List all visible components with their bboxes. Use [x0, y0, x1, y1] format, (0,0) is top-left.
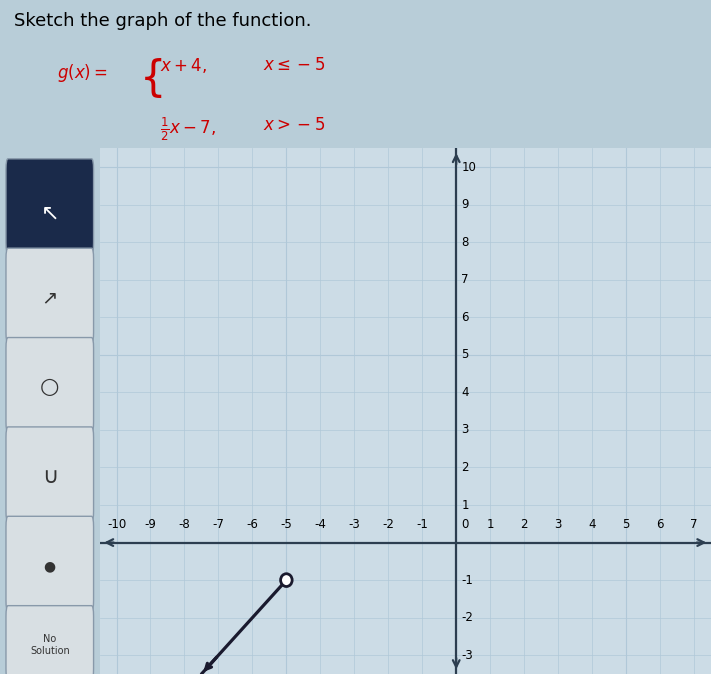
Text: 1: 1 [461, 499, 469, 512]
Text: -8: -8 [178, 518, 191, 531]
FancyBboxPatch shape [6, 248, 94, 343]
Text: -2: -2 [461, 611, 474, 624]
Text: -2: -2 [383, 518, 394, 531]
FancyBboxPatch shape [6, 427, 94, 522]
Circle shape [281, 574, 292, 586]
Text: -3: -3 [348, 518, 360, 531]
Text: ○: ○ [40, 377, 60, 398]
Text: -6: -6 [247, 518, 258, 531]
Text: 0: 0 [461, 518, 469, 531]
Text: $x > -5$: $x > -5$ [263, 116, 325, 133]
FancyBboxPatch shape [6, 338, 94, 432]
Text: 7: 7 [690, 518, 697, 531]
Text: 4: 4 [461, 386, 469, 399]
Text: -1: -1 [417, 518, 428, 531]
Text: 1: 1 [486, 518, 494, 531]
Text: 2: 2 [520, 518, 528, 531]
Text: Sketch the graph of the function.: Sketch the graph of the function. [14, 12, 311, 30]
Text: 5: 5 [461, 348, 469, 361]
Text: -5: -5 [281, 518, 292, 531]
Text: 9: 9 [461, 198, 469, 211]
Text: $g(x) =$: $g(x) =$ [57, 62, 107, 84]
Text: -4: -4 [314, 518, 326, 531]
Text: $\frac{1}{2}x - 7,$: $\frac{1}{2}x - 7,$ [160, 116, 216, 143]
Text: ●: ● [43, 559, 56, 573]
Text: -1: -1 [461, 574, 474, 586]
Text: 8: 8 [461, 236, 469, 249]
Text: $x \leq -5$: $x \leq -5$ [263, 57, 325, 74]
Text: 6: 6 [656, 518, 664, 531]
Text: ↖: ↖ [41, 204, 59, 224]
Text: $\{$: $\{$ [139, 57, 162, 100]
Text: 10: 10 [461, 160, 476, 174]
FancyBboxPatch shape [6, 606, 94, 674]
Text: 3: 3 [555, 518, 562, 531]
Text: -7: -7 [213, 518, 225, 531]
Text: ↗: ↗ [41, 288, 58, 307]
Text: -3: -3 [461, 648, 473, 662]
FancyBboxPatch shape [6, 159, 94, 253]
FancyBboxPatch shape [6, 516, 94, 611]
Text: $x + 4,$: $x + 4,$ [160, 57, 207, 75]
Text: ∪: ∪ [42, 467, 58, 487]
Text: 6: 6 [461, 311, 469, 324]
Text: 5: 5 [622, 518, 630, 531]
Text: -9: -9 [144, 518, 156, 531]
Text: 3: 3 [461, 423, 469, 437]
Text: 2: 2 [461, 461, 469, 474]
Text: 7: 7 [461, 273, 469, 286]
Text: 4: 4 [589, 518, 596, 531]
Text: No
Solution: No Solution [30, 634, 70, 656]
Text: -10: -10 [107, 518, 126, 531]
